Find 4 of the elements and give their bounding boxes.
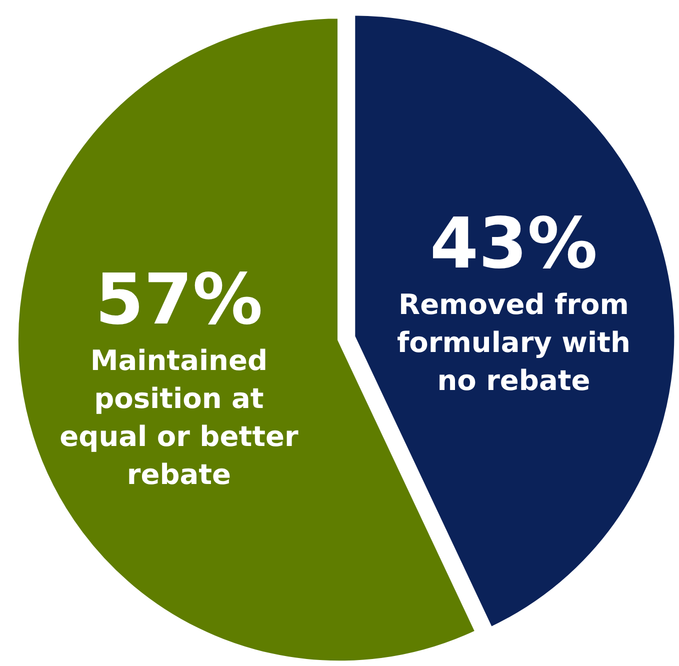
slice-label: Removed from formulary with no rebate [396,288,630,398]
data-label: 43% [430,202,598,285]
slice-label: Maintained position at equal or better rebate [60,344,298,492]
data-label: 57% [95,258,263,341]
